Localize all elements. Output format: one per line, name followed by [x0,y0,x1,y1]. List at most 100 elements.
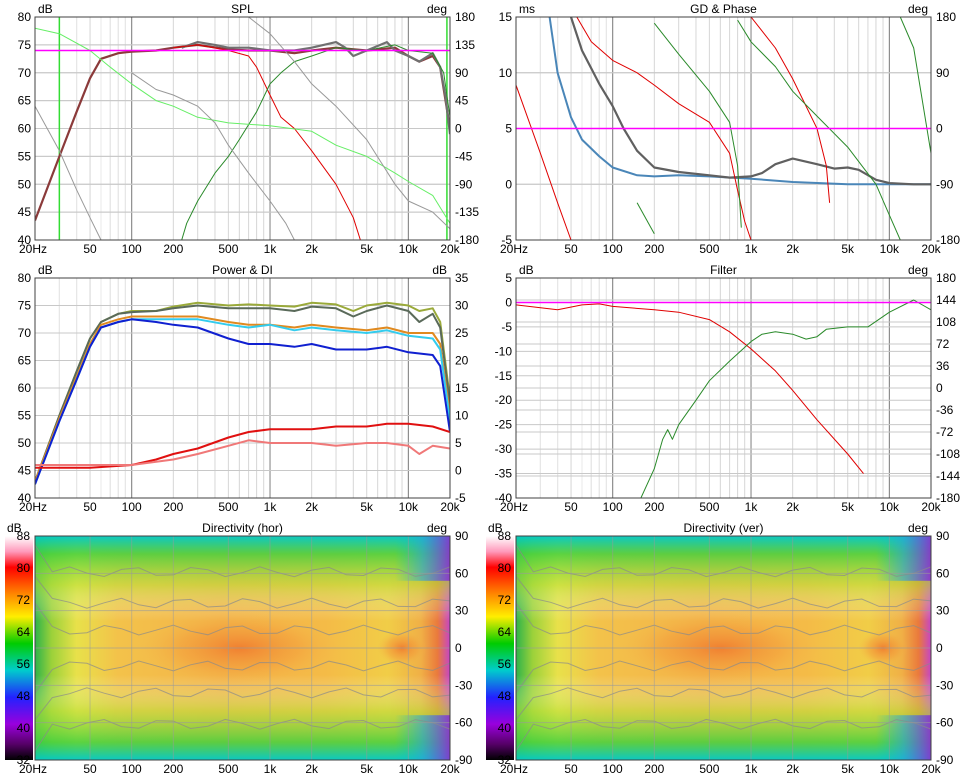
y-tick-label: 45 [18,205,32,219]
x-tick-label: 200 [163,242,183,256]
series-line [548,17,931,186]
y-tick-label: 60 [18,122,32,136]
y2-tick-label: -90 [936,753,954,767]
colorbar-tick-label: 64 [17,625,31,639]
y2-tick-label: 10 [455,409,469,423]
x-tick-label: 2k [305,500,319,514]
x-tick-label: 1k [264,500,278,514]
x-tick-label: 100 [603,762,623,776]
series-line [653,22,742,228]
series-line [569,17,931,186]
x-tick-label: 10k [399,500,419,514]
y-tick-label: 40 [18,491,32,505]
plot-frame [34,16,451,241]
series-line [737,19,901,240]
y-tick-label: 65 [18,354,32,368]
y2-tick-label: 20 [455,354,469,368]
y2-tick-label: 5 [455,436,462,450]
series-line [899,17,931,154]
x-tick-label: 20k [921,500,941,514]
x-tick-label: 20Hz [19,242,47,256]
y2-tick-label: -180 [936,233,960,247]
y2-tick-label: -135 [455,205,479,219]
series-line [248,17,450,230]
x-tick-label: 100 [122,762,142,776]
series-line [35,439,450,466]
x-tick-label: 2k [305,762,319,776]
y-tick-label: 45 [18,464,32,478]
heatmap-hf-lobe [394,715,450,760]
y2-axis-label: deg [427,2,447,16]
contour-line [515,687,932,720]
y2-tick-label: 0 [455,641,462,655]
y2-tick-label: 144 [936,293,956,307]
x-tick-label: 200 [163,500,183,514]
x-tick-label: 100 [603,500,623,514]
y-tick-label: 55 [18,149,32,163]
y-tick-label: -30 [495,442,513,456]
y-axis-label: ms [519,2,535,16]
y2-tick-label: -72 [936,425,954,439]
x-tick-label: 500 [218,500,238,514]
y-tick-label: 75 [18,38,32,52]
x-tick-label: 500 [699,242,719,256]
x-tick-label: 100 [122,500,142,514]
y2-tick-label: -36 [936,403,954,417]
y2-tick-label: -60 [455,716,473,730]
plot-frame [515,277,932,499]
y-tick-label: -5 [501,233,512,247]
y2-tick-label: -90 [455,753,473,767]
x-tick-label: 20Hz [19,762,47,776]
y-tick-label: 15 [499,10,513,24]
y2-tick-label: -5 [455,491,466,505]
series-line [35,27,450,224]
series-line [35,304,450,482]
y-tick-label: 55 [18,409,32,423]
x-tick-label: 10k [880,762,900,776]
x-tick-label: 50 [83,500,97,514]
y2-tick-label: 45 [455,94,469,108]
y2-axis-label: dB [432,263,447,277]
series-line [516,303,864,474]
contour-line [515,576,932,609]
y2-tick-label: 0 [936,641,943,655]
chart-title: Directivity (ver) [684,521,764,535]
y2-tick-label: 180 [936,271,956,285]
contour-line [515,602,932,636]
y2-tick-label: -30 [455,678,473,692]
x-tick-label: 10k [880,500,900,514]
chart-title: Directivity (hor) [202,521,283,535]
plot-frame [515,16,932,241]
x-tick-label: 100 [122,242,142,256]
colorbar-tick-label: 80 [17,561,31,575]
y2-tick-label: -90 [455,177,473,191]
y-axis-label: dB [7,521,22,535]
x-tick-label: 500 [218,242,238,256]
contour-line [515,660,932,694]
y-tick-label: 80 [18,10,32,24]
plot-frame [34,535,451,761]
chart-spl: 80 75 70 65 60 55 50 45 40 180 135 90 45 0 -45 -90 -135 -… [18,2,480,256]
heatmap-hf-lobe [875,715,931,760]
x-tick-label: 50 [564,242,578,256]
y2-tick-label: 180 [936,10,956,24]
y2-tick-label: 135 [455,38,475,52]
y-tick-label: 60 [18,381,32,395]
colorbar-tick-label: 56 [498,657,512,671]
y2-axis-label: deg [908,2,928,16]
y2-tick-label: 0 [455,464,462,478]
y2-tick-label: 36 [936,359,950,373]
y-tick-label: 50 [18,177,32,191]
x-tick-label: 2k [305,242,319,256]
y2-tick-label: 90 [455,529,469,543]
y-axis-label: dB [488,521,503,535]
x-tick-label: 5k [841,500,855,514]
x-tick-label: 50 [83,242,97,256]
series-line [640,299,931,498]
colorbar-tick-label: 56 [17,657,31,671]
series-line [516,84,572,240]
x-tick-label: 20k [440,500,460,514]
